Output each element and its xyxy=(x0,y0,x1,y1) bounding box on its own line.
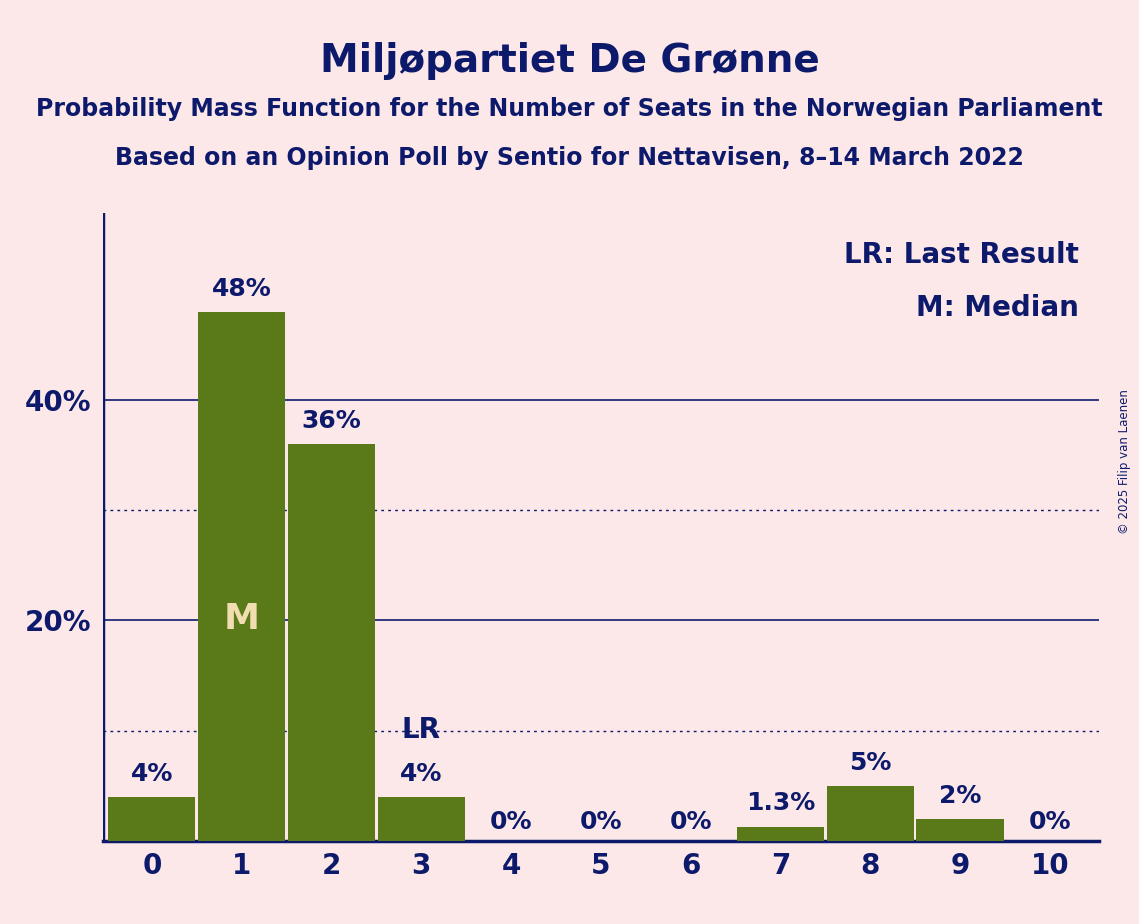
Text: Probability Mass Function for the Number of Seats in the Norwegian Parliament: Probability Mass Function for the Number… xyxy=(36,97,1103,121)
Bar xyxy=(378,796,465,841)
Text: 2%: 2% xyxy=(939,784,981,808)
Text: LR: LR xyxy=(402,716,441,744)
Text: 36%: 36% xyxy=(302,409,361,433)
Text: 5%: 5% xyxy=(849,750,892,774)
Bar xyxy=(737,826,823,841)
Bar xyxy=(917,819,1003,841)
Text: 0%: 0% xyxy=(1029,810,1071,834)
Text: © 2025 Filip van Laenen: © 2025 Filip van Laenen xyxy=(1118,390,1131,534)
Bar xyxy=(108,796,196,841)
Text: 4%: 4% xyxy=(131,761,173,785)
Text: 1.3%: 1.3% xyxy=(746,792,816,816)
Text: 0%: 0% xyxy=(670,810,712,834)
Text: 0%: 0% xyxy=(490,810,532,834)
Text: 0%: 0% xyxy=(580,810,622,834)
Text: M: Median: M: Median xyxy=(917,294,1079,322)
Text: 4%: 4% xyxy=(400,761,442,785)
Text: M: M xyxy=(223,602,260,636)
Text: LR: Last Result: LR: Last Result xyxy=(844,241,1079,269)
Text: 48%: 48% xyxy=(212,276,271,300)
Bar xyxy=(827,785,913,841)
Bar xyxy=(288,444,375,841)
Text: Miljøpartiet De Grønne: Miljøpartiet De Grønne xyxy=(320,42,819,79)
Bar xyxy=(198,311,285,841)
Text: Based on an Opinion Poll by Sentio for Nettavisen, 8–14 March 2022: Based on an Opinion Poll by Sentio for N… xyxy=(115,146,1024,170)
